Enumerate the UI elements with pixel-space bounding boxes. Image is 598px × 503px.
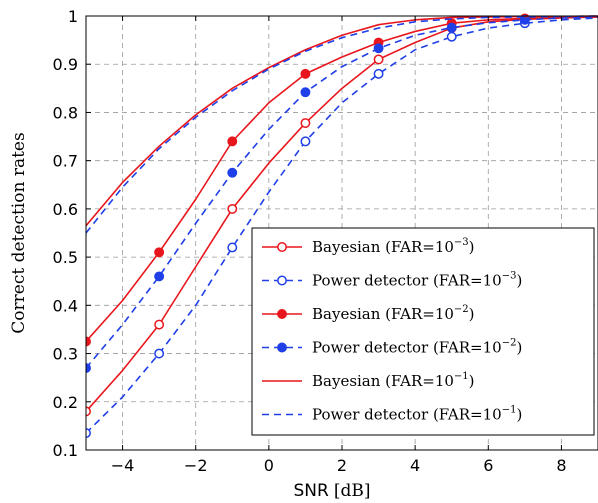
y-tick-label: 0.7: [53, 152, 78, 171]
y-tick-label: 0.9: [53, 55, 78, 74]
series-line: [86, 15, 598, 227]
y-axis-label: Correct detection rates: [9, 132, 29, 333]
legend-label-close: ): [469, 238, 475, 256]
legend-label-main: Bayesian (FAR=10: [312, 238, 454, 256]
data-point: [373, 43, 384, 54]
y-tick-label: 1: [68, 7, 78, 26]
legend-entry: Bayesian (FAR=10−3): [262, 237, 475, 256]
x-axis-label-unit: [dB]: [334, 481, 371, 501]
legend-label-exponent: −2: [454, 304, 469, 315]
data-point: [300, 87, 311, 98]
x-tick-label: 8: [556, 456, 566, 475]
data-point: [300, 68, 311, 79]
legend-label-main: Power detector (FAR=10: [312, 272, 502, 290]
legend-marker: [277, 342, 287, 353]
legend-entry: Bayesian (FAR=10−1): [262, 371, 475, 390]
legend-entry: Bayesian (FAR=10−2): [262, 304, 475, 323]
legend-marker: [277, 275, 287, 286]
x-tick-label: 4: [410, 456, 420, 475]
legend-marker: [277, 242, 287, 252]
legend-entry: Power detector (FAR=10−3): [262, 271, 522, 290]
legend-label: Power detector (FAR=10−3): [312, 271, 522, 290]
data-point: [154, 319, 165, 330]
x-axis-label: SNR [dB]: [294, 481, 371, 501]
data-point: [373, 54, 384, 65]
legend-label-exponent: −3: [502, 271, 517, 282]
y-tick-label: 0.6: [53, 200, 78, 219]
legend-label-close: ): [469, 372, 475, 390]
legend-entry: Power detector (FAR=10−1): [262, 405, 522, 424]
data-point: [446, 31, 457, 42]
y-tick-label: 0.5: [53, 248, 78, 267]
legend-label-close: ): [516, 272, 522, 290]
data-point: [227, 167, 238, 178]
x-tick-label: 2: [337, 456, 347, 475]
x-tick-label: 6: [483, 456, 493, 475]
y-tick-label: 0.2: [53, 393, 78, 412]
data-point: [227, 242, 238, 253]
data-point: [300, 118, 311, 129]
series-line: [86, 16, 598, 343]
legend-label-close: ): [516, 339, 522, 357]
y-tick-label: 0.3: [53, 345, 78, 364]
legend-label-main: Power detector (FAR=10: [312, 339, 502, 357]
data-point: [154, 348, 165, 359]
x-tick-label: −4: [111, 456, 135, 475]
legend: Bayesian (FAR=10−3)Power detector (FAR=1…: [251, 227, 595, 436]
series-line: [86, 16, 598, 369]
legend-label-close: ): [469, 305, 475, 323]
legend-label-main: Power detector (FAR=10: [312, 406, 502, 424]
data-point: [227, 136, 238, 147]
data-point: [154, 247, 165, 258]
legend-label: Bayesian (FAR=10−1): [312, 371, 475, 390]
data-point: [154, 271, 165, 282]
x-axis-label-main: SNR: [294, 481, 330, 501]
data-point: [446, 22, 457, 33]
legend-label-main: Bayesian (FAR=10: [312, 372, 454, 390]
legend-label-close: ): [516, 406, 522, 424]
legend-label-exponent: −3: [454, 237, 469, 248]
data-point: [373, 68, 384, 79]
legend-label: Bayesian (FAR=10−3): [312, 237, 475, 256]
data-point: [227, 203, 238, 214]
legend-label: Power detector (FAR=10−1): [312, 405, 522, 424]
legend-label-exponent: −1: [454, 371, 469, 382]
y-tick-label: 0.1: [53, 441, 78, 460]
legend-entry: Power detector (FAR=10−2): [262, 338, 522, 357]
data-point: [300, 136, 311, 147]
legend-label: Power detector (FAR=10−2): [312, 338, 522, 357]
legend-label-exponent: −1: [502, 405, 517, 416]
series-group: [86, 13, 598, 439]
x-tick-label: 0: [264, 456, 274, 475]
legend-marker: [277, 309, 287, 319]
y-tick-label: 0.8: [53, 103, 78, 122]
legend-label-main: Bayesian (FAR=10: [312, 305, 454, 323]
x-tick-label: −2: [184, 456, 208, 475]
legend-label: Bayesian (FAR=10−2): [312, 304, 475, 323]
y-tick-label: 0.4: [53, 296, 78, 315]
legend-label-exponent: −2: [502, 338, 517, 349]
ticks: −4 −2 0 2 4 6 8 0.1 0.2 0.3 0.4 0.5 0.6 0.7 0.8 0.9 1: [53, 7, 567, 475]
legend-box: [251, 227, 595, 436]
series-line: [86, 15, 598, 234]
